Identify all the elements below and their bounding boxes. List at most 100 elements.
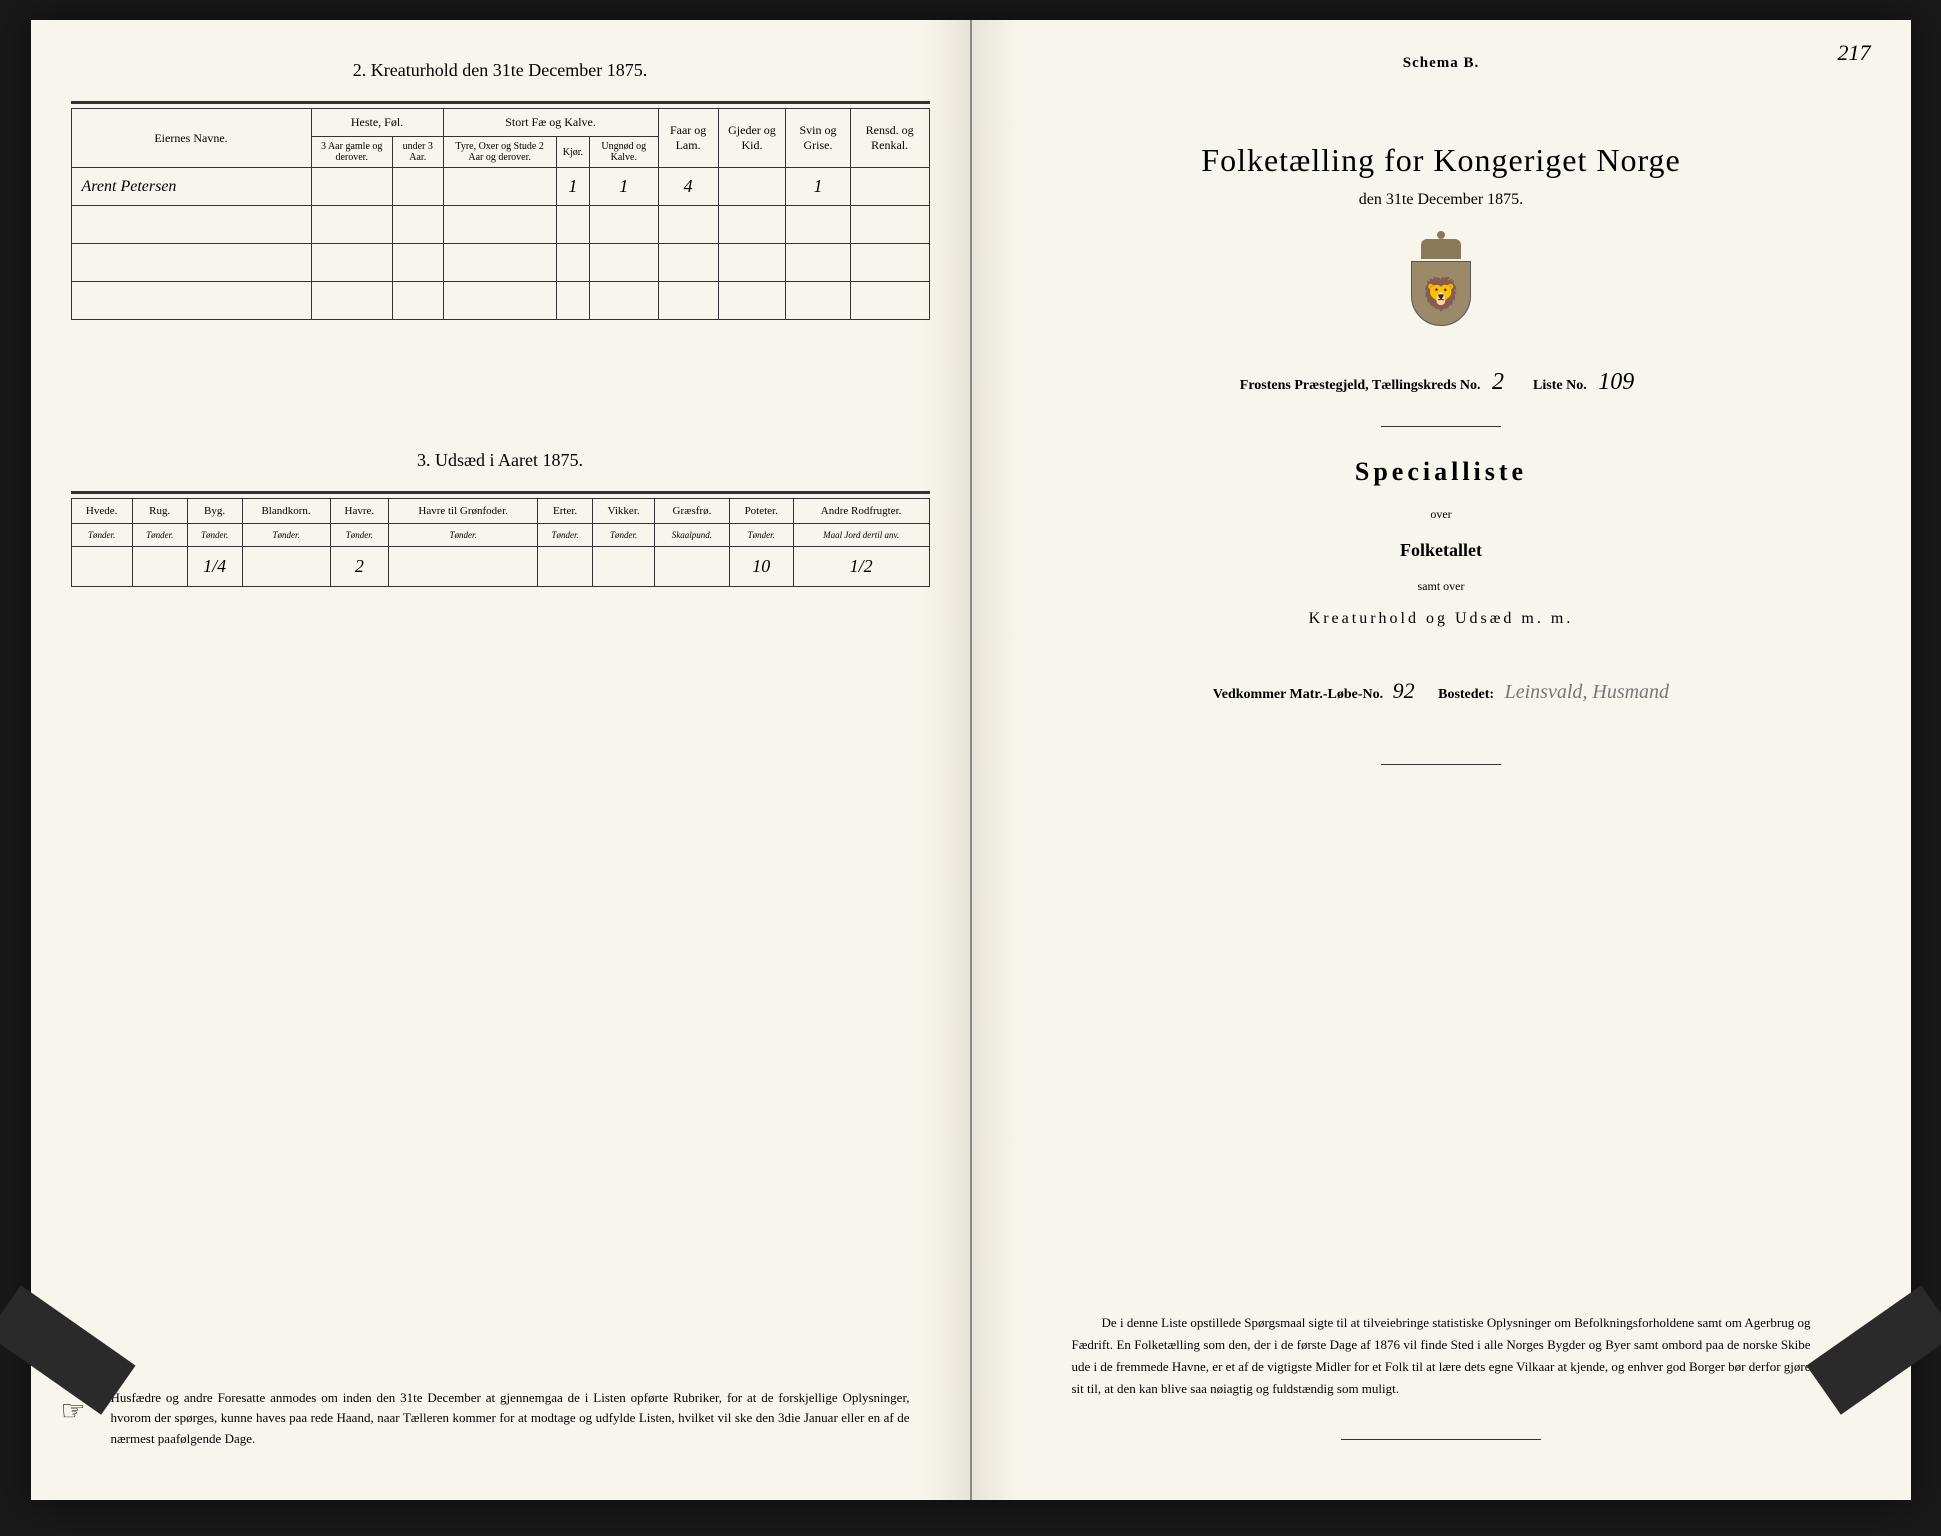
col-heste-u3: under 3 Aar. [392, 137, 443, 168]
samt-label: samt over [1012, 579, 1871, 594]
left-page: 2. Kreaturhold den 31te December 1875. E… [31, 20, 972, 1500]
value-cell [658, 282, 718, 320]
sowing-value-cell [389, 547, 538, 587]
value-cell [392, 244, 443, 282]
livestock-table: Eiernes Navne. Heste, Føl. Stort Fæ og K… [71, 108, 930, 320]
folketallet-label: Folketallet [1012, 540, 1871, 561]
value-cell [590, 206, 659, 244]
col-gjeder: Gjeder og Kid. [718, 109, 786, 168]
col-heste-3aar: 3 Aar gamle og derover. [311, 137, 392, 168]
value-cell [718, 282, 786, 320]
parish-label: Frostens Præstegjeld, Tællingskreds No. [1240, 378, 1481, 393]
value-cell: 1 [556, 168, 589, 206]
right-footer-note: De i denne Liste opstillede Spørgsmaal s… [1072, 1312, 1811, 1400]
owner-name-cell [71, 206, 311, 244]
sowing-col-header: Rug. [132, 499, 187, 524]
col-rensdyr: Rensd. og Renkal. [850, 109, 929, 168]
bostedet-value: Leinsvald, Husmand [1505, 681, 1669, 703]
sowing-col-header: Byg. [187, 499, 242, 524]
sowing-col-header: Erter. [538, 499, 593, 524]
rule [71, 101, 930, 104]
sowing-col-subheader: Tønder. [538, 524, 593, 547]
sowing-value-cell [593, 547, 655, 587]
sowing-value-cell: 2 [330, 547, 388, 587]
table-row [71, 206, 929, 244]
value-cell [718, 206, 786, 244]
col-faar: Faar og Lam. [658, 109, 718, 168]
sowing-col-header: Vikker. [593, 499, 655, 524]
value-cell [718, 168, 786, 206]
sowing-value-cell [132, 547, 187, 587]
sowing-col-header: Hvede. [71, 499, 132, 524]
vedkommer-line: Vedkommer Matr.-Løbe-No. 92 Bostedet: Le… [1012, 678, 1871, 704]
parish-line: Frostens Præstegjeld, Tællingskreds No. … [1012, 369, 1871, 396]
census-title: Folketælling for Kongeriget Norge [1012, 142, 1871, 179]
owner-name-cell [71, 282, 311, 320]
value-cell [392, 168, 443, 206]
sowing-col-subheader: Tønder. [593, 524, 655, 547]
sowing-col-subheader: Tønder. [729, 524, 793, 547]
crown-icon [1421, 239, 1461, 259]
kreds-number: 2 [1484, 369, 1512, 395]
section2-title: 2. Kreaturhold den 31te December 1875. [71, 60, 930, 81]
table-row [71, 282, 929, 320]
col-tyre: Tyre, Oxer og Stude 2 Aar og derover. [443, 137, 556, 168]
col-owner: Eiernes Navne. [71, 109, 311, 168]
sowing-value-cell: 1/2 [793, 547, 929, 587]
value-cell [443, 168, 556, 206]
sowing-col-subheader: Tønder. [330, 524, 388, 547]
sowing-col-header: Græsfrø. [655, 499, 730, 524]
sowing-value-cell [538, 547, 593, 587]
coat-of-arms-icon: 🦁 [1406, 239, 1476, 329]
sowing-col-subheader: Tønder. [187, 524, 242, 547]
book-spread: 2. Kreaturhold den 31te December 1875. E… [31, 20, 1911, 1500]
value-cell [556, 282, 589, 320]
value-cell [658, 244, 718, 282]
section3-title: 3. Udsæd i Aaret 1875. [71, 450, 930, 471]
footer-text: Husfædre og andre Foresatte anmodes om i… [111, 1390, 910, 1447]
rule [1341, 1439, 1541, 1440]
page-number: 217 [1838, 40, 1871, 66]
sowing-value-cell [242, 547, 330, 587]
value-cell [311, 282, 392, 320]
value-cell [443, 244, 556, 282]
matr-number: 92 [1387, 678, 1421, 703]
value-cell [590, 282, 659, 320]
liste-number: 109 [1590, 369, 1642, 395]
col-kjor: Kjør. [556, 137, 589, 168]
value-cell: 1 [786, 168, 851, 206]
group-heste: Heste, Føl. [311, 109, 443, 137]
value-cell [556, 206, 589, 244]
sowing-value-cell: 1/4 [187, 547, 242, 587]
sowing-value-cell [655, 547, 730, 587]
sowing-value-cell [71, 547, 132, 587]
sowing-col-header: Poteter. [729, 499, 793, 524]
kreaturhold-label: Kreaturhold og Udsæd m. m. [1012, 610, 1871, 628]
value-cell: 4 [658, 168, 718, 206]
left-footer-note: ☞ Husfædre og andre Foresatte anmodes om… [111, 1388, 910, 1450]
value-cell [786, 244, 851, 282]
sowing-col-subheader: Tønder. [242, 524, 330, 547]
sowing-col-header: Havre. [330, 499, 388, 524]
bostedet-label: Bostedet: [1438, 687, 1494, 702]
rule [1381, 426, 1501, 427]
value-cell [311, 244, 392, 282]
sowing-value-cell: 10 [729, 547, 793, 587]
col-svin: Svin og Grise. [786, 109, 851, 168]
schema-label: Schema B. [1012, 55, 1871, 72]
value-cell [850, 282, 929, 320]
value-cell [658, 206, 718, 244]
value-cell [850, 244, 929, 282]
liste-label: Liste No. [1533, 378, 1587, 393]
sowing-col-subheader: Tønder. [389, 524, 538, 547]
value-cell: 1 [590, 168, 659, 206]
value-cell [392, 206, 443, 244]
vedkommer-label: Vedkommer Matr.-Løbe-No. [1213, 687, 1383, 702]
specialliste-title: Specialliste [1012, 457, 1871, 487]
value-cell [718, 244, 786, 282]
sowing-col-header: Blandkorn. [242, 499, 330, 524]
value-cell [590, 244, 659, 282]
owner-name-cell: Arent Petersen [71, 168, 311, 206]
sowing-table: Hvede.Rug.Byg.Blandkorn.Havre.Havre til … [71, 498, 930, 587]
value-cell [311, 206, 392, 244]
